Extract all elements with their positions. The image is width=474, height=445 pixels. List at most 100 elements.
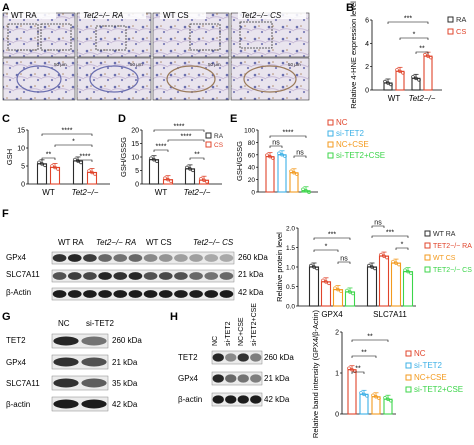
- data-point: [301, 187, 305, 192]
- significance-label: **: [419, 46, 425, 53]
- protein-band: [128, 290, 143, 298]
- x-category-label: GPX4: [321, 310, 343, 319]
- significance-label: ****: [80, 154, 91, 161]
- data-point: [277, 151, 281, 156]
- protein-band: [128, 272, 143, 280]
- panel-g-blot: NC si-TET2 TET2 GPx4 SLC7A11 β-actin 260…: [6, 319, 142, 412]
- y-tick-label: 80: [248, 140, 256, 147]
- data-point: [347, 366, 351, 370]
- data-point: [385, 255, 389, 260]
- significance-label: ****: [174, 124, 185, 131]
- data-point: [37, 160, 41, 165]
- panel-letter-h: H: [170, 311, 178, 323]
- legend-label: NC: [336, 118, 348, 127]
- significance-label: ****: [181, 134, 192, 141]
- significance-label: **: [46, 152, 52, 159]
- y-axis-label: Relative protein level: [275, 232, 284, 302]
- data-point: [386, 397, 390, 401]
- protein-band: [81, 357, 107, 367]
- lane-label: si-TET2: [225, 321, 232, 346]
- protein-label: β-Actin: [6, 288, 31, 297]
- significance-label: ***: [386, 230, 394, 237]
- legend-swatch: [447, 28, 454, 35]
- significance-bracket: [371, 235, 409, 238]
- panel-letter-a: A: [2, 2, 10, 14]
- data-point: [271, 156, 275, 160]
- protein-band: [250, 395, 262, 404]
- legend-swatch: [424, 254, 431, 261]
- y-tick-label: 0: [21, 182, 25, 189]
- data-point: [377, 396, 381, 401]
- protein-band: [189, 272, 203, 280]
- x-category-label: SLC7A11: [373, 310, 407, 319]
- protein-band: [204, 272, 219, 280]
- significance-label: *: [72, 139, 75, 146]
- data-point: [90, 170, 94, 175]
- significance-bracket: [293, 155, 307, 158]
- y-tick-label: 0: [251, 190, 255, 197]
- bar-group: [347, 369, 357, 415]
- protein-band: [98, 272, 112, 280]
- data-point: [327, 281, 331, 286]
- blot-strip: [51, 251, 235, 265]
- protein-band: [225, 395, 237, 404]
- protein-band: [250, 353, 262, 362]
- data-point: [379, 252, 383, 257]
- data-point: [73, 157, 77, 162]
- protein-band: [98, 290, 112, 298]
- scale-bar-label: 50 μm: [54, 62, 67, 67]
- significance-label: **: [367, 334, 373, 341]
- lane-label: NC+CSE: [238, 317, 245, 346]
- legend-label: RA: [456, 15, 466, 24]
- x-category-label: Tet2−/−: [184, 188, 211, 197]
- protein-band: [212, 374, 224, 383]
- data-point: [50, 164, 54, 168]
- y-tick-label: 5: [135, 168, 139, 175]
- panel-h-chart: 0 1 2 Relative band intensity (GPX4/β-Actin…: [311, 309, 463, 438]
- panel-h-blot: NC si-TET2 NC+CSE si-TET2+CSE TET2 GPx4 …: [178, 303, 294, 407]
- panel-a-label-wt-cs: WT CS: [163, 11, 189, 20]
- protein-band: [212, 353, 224, 362]
- data-point: [389, 398, 393, 403]
- histology-tile: [152, 12, 230, 101]
- panel-letter-e: E: [230, 113, 237, 125]
- protein-band: [189, 254, 203, 262]
- data-point: [315, 266, 319, 271]
- bar-cs: [49, 166, 61, 185]
- blot-strip: [211, 392, 263, 407]
- panel-letter-b: B: [346, 2, 354, 14]
- lane-label: si-TET2+CSE: [251, 303, 258, 346]
- legend-swatch: [424, 242, 431, 249]
- significance-bracket: [189, 157, 205, 160]
- data-point: [199, 176, 203, 181]
- protein-band: [250, 374, 262, 383]
- protein-band: [67, 254, 82, 262]
- protein-label: TET2: [6, 336, 26, 345]
- legend-label: NC: [414, 349, 426, 358]
- significance-label: ****: [283, 130, 294, 137]
- significance-bracket: [313, 249, 339, 252]
- data-point: [79, 160, 83, 165]
- bar-series: [308, 266, 320, 307]
- legend-swatch: [405, 374, 412, 381]
- y-tick-label: 1.0: [286, 265, 295, 272]
- data-point: [307, 190, 311, 195]
- protein-label: GPx4: [178, 374, 199, 383]
- y-tick-label: 4: [365, 41, 369, 48]
- data-point: [398, 69, 402, 74]
- data-point: [401, 71, 405, 75]
- lane-label: si-TET2: [86, 319, 115, 328]
- protein-band: [81, 336, 107, 346]
- kda-label: 260 kDa: [238, 253, 268, 262]
- data-point: [394, 261, 398, 265]
- significance-label: *: [413, 32, 416, 39]
- data-point: [345, 288, 349, 293]
- protein-band: [53, 357, 79, 367]
- data-point: [265, 153, 269, 157]
- significance-bracket: [41, 133, 93, 136]
- histology-tile: [230, 12, 310, 101]
- panel-a-label-tet2-cs: Tet2−/− CS: [241, 11, 282, 20]
- panel-a-label-tet2-ra: Tet2−/− RA: [83, 11, 123, 20]
- protein-band: [81, 399, 107, 409]
